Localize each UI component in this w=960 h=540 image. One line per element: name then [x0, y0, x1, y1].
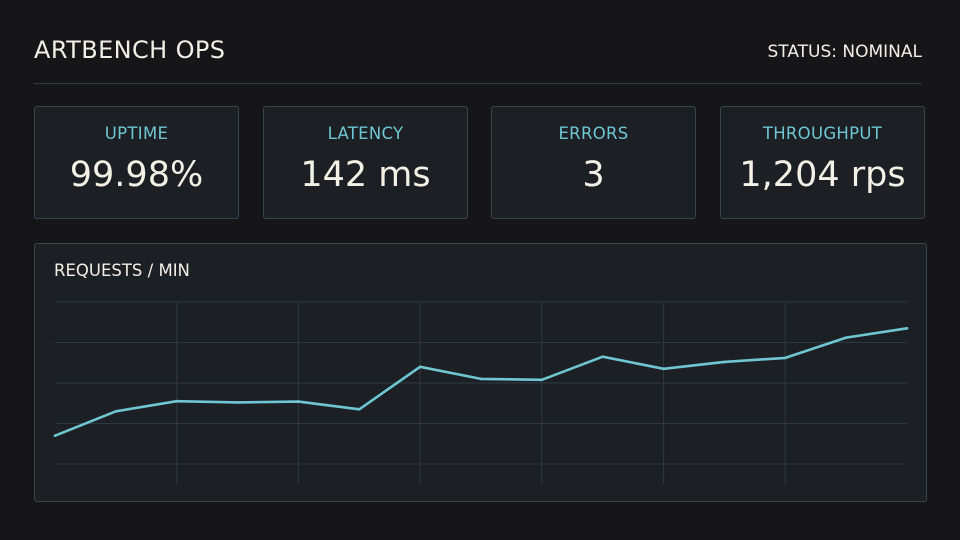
data-point [418, 365, 422, 369]
app-title: ARTBENCH OPS [34, 36, 226, 64]
data-point [723, 360, 726, 364]
data-point [479, 377, 483, 381]
metric-card-latency: LATENCY 142 ms [263, 106, 468, 219]
data-point [601, 355, 605, 358]
metric-label: ERRORS [558, 124, 629, 143]
data-point [114, 410, 118, 413]
data-point [783, 356, 787, 360]
data-point [905, 327, 909, 330]
metric-value: 1,204 rps [739, 155, 906, 195]
data-point [844, 336, 848, 339]
metric-value: 142 ms [300, 155, 431, 195]
metric-card-uptime: UPTIME 99.98% [34, 106, 239, 219]
data-point [297, 400, 300, 403]
metric-label: LATENCY [327, 124, 404, 143]
chart-title: REQUESTS / MIN [54, 261, 190, 280]
data-point [357, 408, 361, 411]
metric-label: THROUGHPUT [762, 124, 883, 143]
header-divider [34, 83, 922, 84]
metric-label: UPTIME [104, 124, 169, 143]
data-point [175, 399, 179, 403]
requests-chart-panel: REQUESTS / MIN [34, 243, 927, 502]
header: ARTBENCH OPS STATUS: NOMINAL [34, 30, 922, 74]
metric-card-errors: ERRORS 3 [491, 106, 696, 219]
metric-cards: UPTIME 99.98% LATENCY 142 ms ERRORS 3 TH… [34, 106, 927, 221]
metric-value: 99.98% [69, 155, 204, 195]
requests-line-chart [53, 301, 909, 484]
series-line [53, 327, 909, 437]
data-point [53, 434, 57, 437]
metric-card-throughput: THROUGHPUT 1,204 rps [720, 106, 925, 219]
data-point [662, 367, 665, 371]
data-point [236, 401, 239, 404]
data-point [540, 378, 544, 382]
metric-value: 3 [582, 155, 605, 195]
status-indicator: STATUS: NOMINAL [767, 42, 922, 62]
